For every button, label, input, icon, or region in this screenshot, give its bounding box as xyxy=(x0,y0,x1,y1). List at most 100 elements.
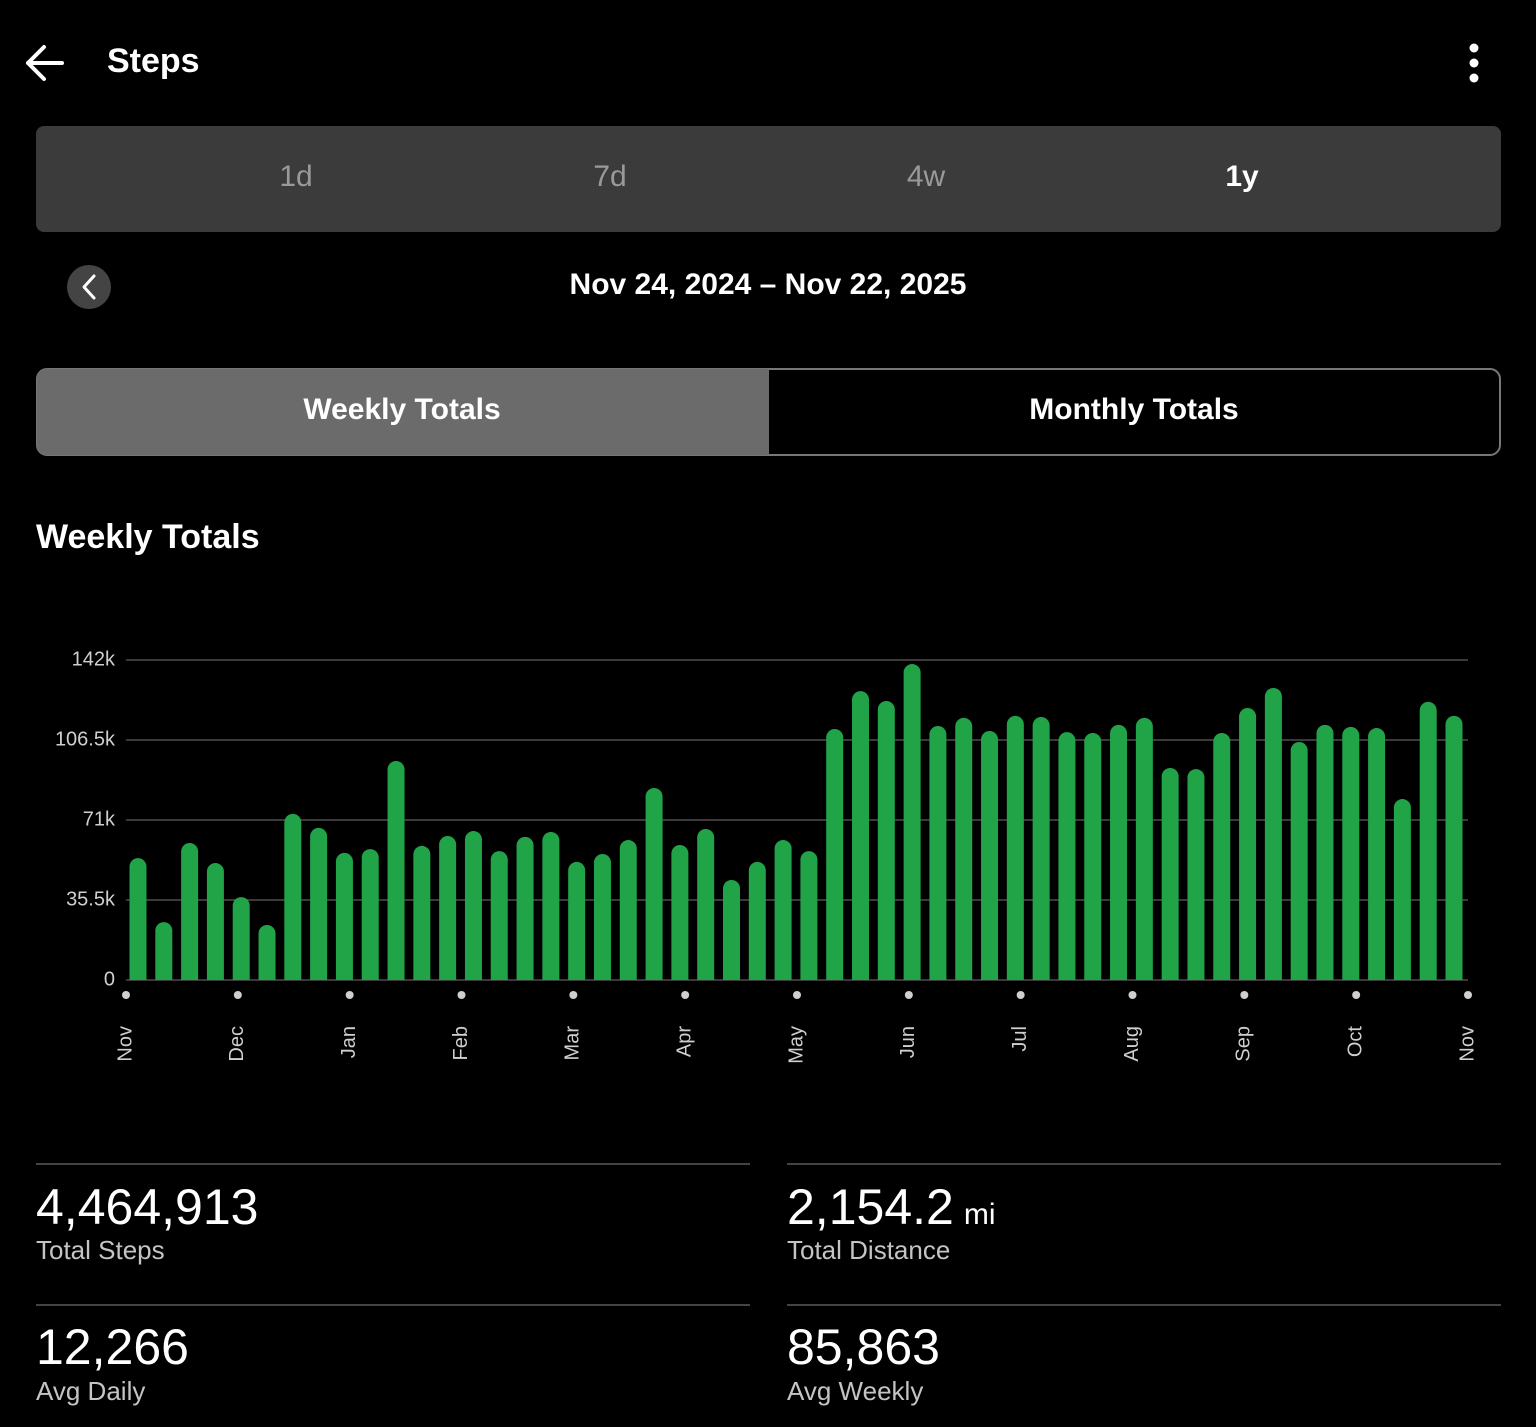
previous-button[interactable] xyxy=(67,265,111,309)
tab[interactable]: 1d xyxy=(279,160,312,193)
bar xyxy=(387,760,405,980)
bar xyxy=(516,836,534,980)
bar xyxy=(774,840,792,980)
stat-number: 2,154.2 xyxy=(787,1179,954,1235)
bar xyxy=(464,831,482,980)
x-tick-label: Nov xyxy=(114,1026,136,1062)
toggle-option[interactable]: Monthly Totals xyxy=(1029,393,1238,426)
page-title: Steps xyxy=(107,42,200,80)
bar xyxy=(593,854,611,980)
stat-label: Total Distance xyxy=(787,1235,950,1265)
bar xyxy=(1342,726,1360,980)
y-tick-label: 71k xyxy=(83,808,116,830)
x-tick-label: Nov xyxy=(1456,1026,1478,1062)
tab[interactable]: 7d xyxy=(593,160,626,193)
x-tick-label: Feb xyxy=(450,1026,472,1060)
stat-value: 85,863 xyxy=(787,1319,940,1375)
bar xyxy=(490,851,508,980)
bar xyxy=(1264,687,1282,980)
bar xyxy=(671,845,689,980)
bar xyxy=(284,813,302,980)
bar xyxy=(181,842,199,980)
x-tick-dot xyxy=(1240,991,1249,999)
bar xyxy=(413,845,431,980)
x-tick-label: Dec xyxy=(226,1026,248,1062)
x-tick-dot xyxy=(1352,991,1361,999)
x-tick-dot xyxy=(1464,991,1472,999)
bar xyxy=(1393,799,1411,980)
stat-value: 4,464,913 xyxy=(36,1179,258,1235)
bar xyxy=(877,701,895,980)
bar xyxy=(129,858,147,980)
bar xyxy=(155,922,173,980)
tab-selected[interactable]: 1y xyxy=(1225,160,1259,193)
bar xyxy=(568,861,586,980)
x-tick-dot xyxy=(681,991,690,999)
bar xyxy=(1032,717,1050,980)
bar xyxy=(748,861,766,980)
bar xyxy=(955,717,973,980)
chart: 0 35.5k 71k 106.5k 142k Nov Dec Jan Feb Mar Apr May… xyxy=(55,648,1478,1064)
x-tick-label: Apr xyxy=(673,1026,695,1057)
bar xyxy=(852,691,870,980)
stat-value: 12,266 xyxy=(36,1319,189,1375)
bar xyxy=(1445,715,1463,980)
bar xyxy=(1084,733,1102,980)
x-tick-label: Aug xyxy=(1121,1026,1143,1062)
toggle-selected xyxy=(37,369,769,455)
bar xyxy=(335,852,353,980)
bar xyxy=(697,829,715,980)
bar xyxy=(619,840,637,980)
stat-label: Total Steps xyxy=(36,1235,165,1265)
x-tick-dot xyxy=(457,991,466,999)
bar xyxy=(1135,717,1153,980)
bar xyxy=(826,728,844,980)
bar xyxy=(258,925,276,980)
bar xyxy=(310,827,328,980)
x-tick-dot xyxy=(569,991,578,999)
stat-label: Avg Daily xyxy=(36,1376,145,1406)
back-button[interactable] xyxy=(26,45,64,81)
bar xyxy=(722,879,740,980)
x-tick-label: Oct xyxy=(1344,1026,1366,1058)
x-tick-label: Jul xyxy=(1009,1026,1031,1052)
bar xyxy=(361,849,379,980)
y-tick-label: 142k xyxy=(72,648,116,670)
toggle-option[interactable]: Weekly Totals xyxy=(303,393,500,426)
bar xyxy=(1368,728,1386,980)
bar xyxy=(981,730,999,980)
tab[interactable]: 4w xyxy=(907,160,946,193)
x-tick-dot xyxy=(1128,991,1137,999)
bar xyxy=(645,788,663,980)
bar xyxy=(232,897,250,980)
bar xyxy=(929,726,947,980)
y-tick-label: 0 xyxy=(104,968,115,990)
bar xyxy=(1290,742,1308,980)
x-tick-dot xyxy=(793,991,801,999)
stat-value: 2,154.2 mi xyxy=(787,1179,995,1235)
y-tick-label: 35.5k xyxy=(66,888,116,910)
x-tick-label: Sep xyxy=(1233,1026,1255,1062)
bar xyxy=(1316,724,1334,980)
x-tick-dot xyxy=(904,991,913,999)
bar xyxy=(542,831,560,980)
bar xyxy=(1419,701,1437,980)
bar xyxy=(800,851,818,980)
stat-label: Avg Weekly xyxy=(787,1376,923,1406)
stat-unit: mi xyxy=(964,1198,996,1231)
menu-button[interactable] xyxy=(1469,43,1479,83)
bar xyxy=(439,836,457,980)
bar xyxy=(1110,724,1128,980)
bar xyxy=(1239,708,1257,980)
bar xyxy=(206,863,224,980)
x-tick-dot xyxy=(345,991,354,999)
x-tick-label: Jan xyxy=(338,1026,360,1058)
y-tick-label: 106.5k xyxy=(55,728,116,750)
x-tick-label: Mar xyxy=(562,1026,584,1061)
x-tick-dot xyxy=(1016,991,1025,999)
bar xyxy=(1161,767,1179,980)
x-tick-label: May xyxy=(785,1026,807,1064)
bar xyxy=(1006,715,1024,980)
chart-title: Weekly Totals xyxy=(36,518,260,556)
